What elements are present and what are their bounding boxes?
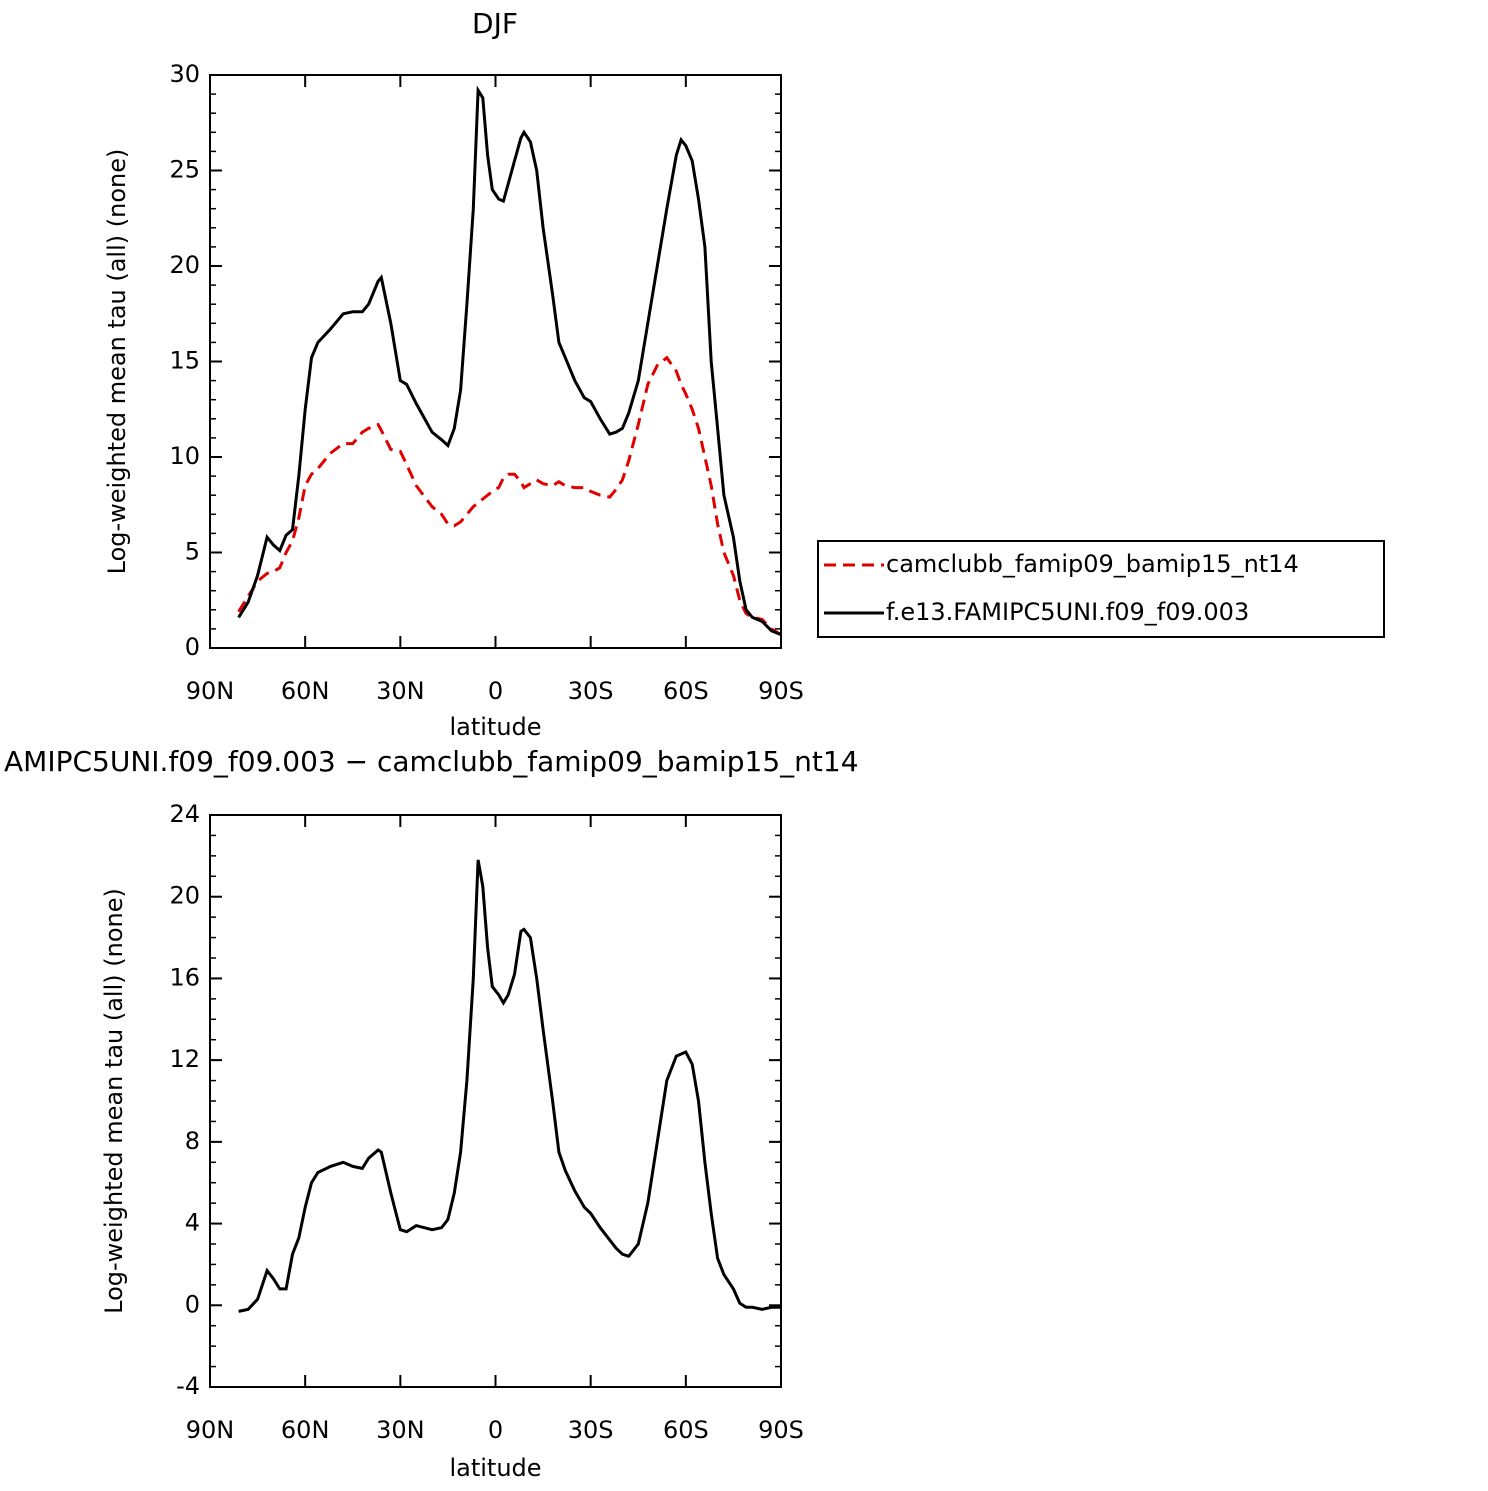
x-tick-label: 90N xyxy=(186,1416,235,1444)
x-tick-label: 30N xyxy=(376,677,425,705)
chart-title: DJF xyxy=(472,7,518,40)
x-tick-label: 60N xyxy=(281,1416,330,1444)
x-tick-label: 30S xyxy=(568,677,614,705)
data-line xyxy=(237,85,782,636)
x-tick-label: 0 xyxy=(488,1416,503,1444)
y-tick-label: 12 xyxy=(169,1045,200,1073)
y-tick-label: 25 xyxy=(169,156,200,184)
plot-frame xyxy=(209,814,782,1388)
y-tick-label: 4 xyxy=(185,1209,200,1237)
legend-label: camclubb_famip09_bamip15_nt14 xyxy=(886,550,1299,578)
y-tick-label: 24 xyxy=(169,800,200,828)
y-tick-label: 20 xyxy=(169,882,200,910)
y-tick-label: 20 xyxy=(169,251,200,279)
x-tick-label: 90S xyxy=(758,1416,804,1444)
legend-box xyxy=(817,540,1385,638)
y-tick-label: 16 xyxy=(169,963,200,991)
y-tick-label: 0 xyxy=(185,1290,200,1318)
y-tick-label: 30 xyxy=(169,60,200,88)
x-tick-label: 90N xyxy=(186,677,235,705)
y-tick-label: 15 xyxy=(169,347,200,375)
y-axis-label: Log-weighted mean tau (all) (none) xyxy=(100,888,128,1314)
y-axis-label: Log-weighted mean tau (all) (none) xyxy=(103,149,131,575)
x-tick-label: 30S xyxy=(568,1416,614,1444)
chart-title: AMIPC5UNI.f09_f09.003 − camclubb_famip09… xyxy=(4,745,859,778)
legend-label: f.e13.FAMIPC5UNI.f09_f09.003 xyxy=(886,598,1249,626)
data-line xyxy=(238,859,781,1313)
data-line xyxy=(237,355,782,636)
x-tick-label: 30N xyxy=(376,1416,425,1444)
plot-frame xyxy=(209,74,782,649)
x-tick-label: 90S xyxy=(758,677,804,705)
y-tick-label: 0 xyxy=(185,633,200,661)
x-axis-label: latitude xyxy=(449,713,541,741)
y-tick-label: 8 xyxy=(185,1127,200,1155)
x-tick-label: 0 xyxy=(488,677,503,705)
y-tick-label: -4 xyxy=(176,1372,200,1400)
x-axis-label: latitude xyxy=(449,1454,541,1482)
x-tick-label: 60S xyxy=(663,677,709,705)
y-tick-label: 5 xyxy=(185,538,200,566)
x-tick-label: 60S xyxy=(663,1416,709,1444)
x-tick-label: 60N xyxy=(281,677,330,705)
y-tick-label: 10 xyxy=(169,442,200,470)
